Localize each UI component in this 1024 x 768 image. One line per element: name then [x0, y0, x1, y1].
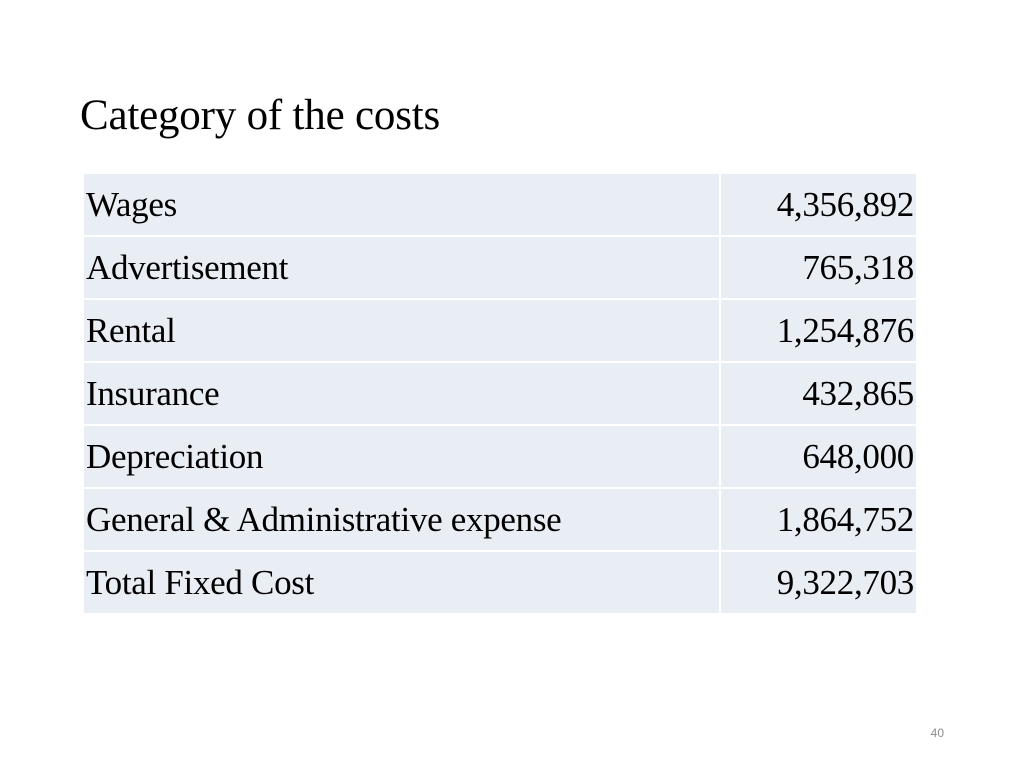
cost-amount: 9,322,703	[720, 551, 916, 613]
table-row: Wages 4,356,892	[84, 174, 916, 237]
cost-category-label: Wages	[84, 174, 721, 237]
cost-amount: 765,318	[720, 236, 916, 300]
cost-amount: 1,864,752	[720, 488, 916, 552]
cost-category-label: General & Administrative expense	[84, 488, 721, 552]
cost-amount: 432,865	[720, 362, 916, 426]
cost-category-label: Rental	[84, 299, 721, 363]
cost-category-label: Depreciation	[84, 425, 721, 489]
cost-amount: 648,000	[720, 425, 916, 489]
table-row: Rental 1,254,876	[84, 299, 916, 363]
table-row: Insurance 432,865	[84, 362, 916, 426]
cost-category-label: Total Fixed Cost	[84, 551, 721, 613]
slide-title: Category of the costs	[80, 92, 441, 139]
page-number: 40	[930, 726, 944, 740]
table-row-total: Total Fixed Cost 9,322,703	[84, 551, 916, 613]
cost-category-label: Advertisement	[84, 236, 721, 300]
cost-amount: 1,254,876	[720, 299, 916, 363]
cost-category-label: Insurance	[84, 362, 721, 426]
table-row: Advertisement 765,318	[84, 236, 916, 300]
cost-amount: 4,356,892	[720, 174, 916, 237]
cost-table: Wages 4,356,892 Advertisement 765,318 Re…	[84, 174, 916, 613]
table-row: General & Administrative expense 1,864,7…	[84, 488, 916, 552]
table-row: Depreciation 648,000	[84, 425, 916, 489]
